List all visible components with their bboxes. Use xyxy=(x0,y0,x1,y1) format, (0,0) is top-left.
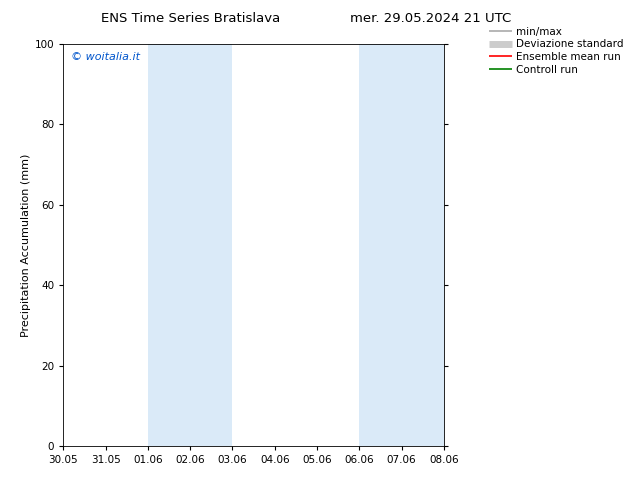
Text: mer. 29.05.2024 21 UTC: mer. 29.05.2024 21 UTC xyxy=(351,12,512,25)
Bar xyxy=(359,44,444,446)
Y-axis label: Precipitation Accumulation (mm): Precipitation Accumulation (mm) xyxy=(20,153,30,337)
Text: ENS Time Series Bratislava: ENS Time Series Bratislava xyxy=(101,12,280,25)
Bar xyxy=(148,44,233,446)
Text: © woitalia.it: © woitalia.it xyxy=(71,52,140,62)
Legend: min/max, Deviazione standard, Ensemble mean run, Controll run: min/max, Deviazione standard, Ensemble m… xyxy=(487,25,626,77)
